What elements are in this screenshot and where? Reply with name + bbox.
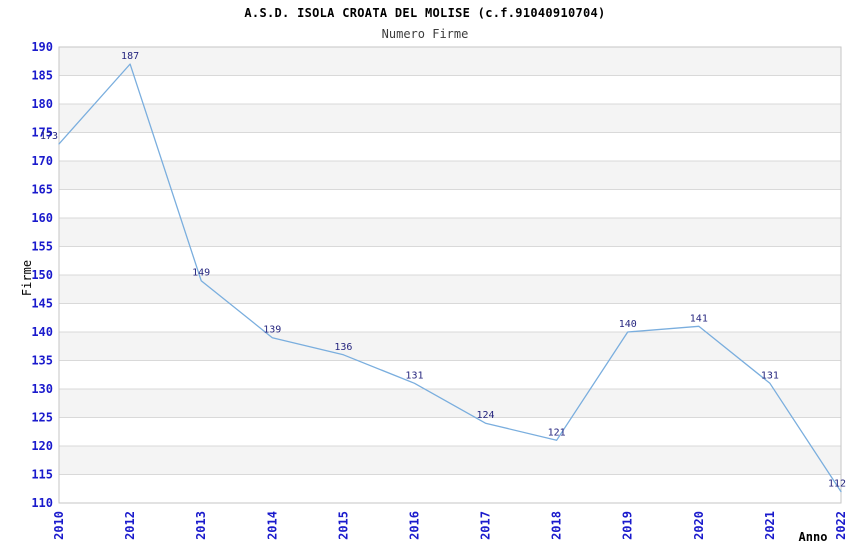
x-tick-label: 2021 (763, 511, 777, 540)
band (59, 332, 841, 361)
series-line (58, 63, 842, 493)
y-tick-labels: 110 115 120 125 130 135 140 145 150 155 160 165 170 1… (31, 40, 53, 510)
y-tick-label: 130 (31, 382, 53, 396)
x-tick-label: 2016 (407, 511, 421, 540)
band (59, 218, 841, 247)
band (59, 275, 841, 304)
x-tick-label: 2022 (834, 511, 848, 540)
y-tick-label: 110 (31, 496, 53, 510)
chart-subtitle: Numero Firme (381, 27, 469, 41)
data-label: 112 (828, 479, 846, 490)
x-tick-label: 2020 (692, 511, 706, 540)
y-tick-label: 170 (31, 154, 53, 168)
x-axis-label: Anno (798, 530, 828, 544)
data-label: 131 (761, 370, 779, 381)
y-tick-label: 120 (31, 439, 53, 453)
band (59, 47, 841, 76)
data-label: 140 (619, 319, 637, 330)
data-labels: 173 187 149 139 136 131 124 121 140 141 131 112 (40, 51, 846, 490)
y-tick-label: 115 (31, 468, 53, 482)
y-tick-label: 140 (31, 325, 53, 339)
y-tick-label: 180 (31, 97, 53, 111)
band (59, 161, 841, 190)
y-tick-label: 175 (31, 126, 53, 140)
x-tick-label: 2018 (550, 511, 564, 540)
data-label: 173 (40, 131, 58, 142)
y-tick-label: 125 (31, 411, 53, 425)
band (59, 446, 841, 475)
data-label: 139 (263, 325, 281, 336)
y-tick-label: 165 (31, 183, 53, 197)
band (59, 104, 841, 133)
x-tick-labels: 2010 2012 2013 2014 2015 2016 2017 2018 2019 2020… (52, 511, 848, 540)
y-tick-label: 185 (31, 69, 53, 83)
data-label: 149 (192, 268, 210, 279)
data-label: 131 (405, 370, 423, 381)
x-tick-label: 2010 (52, 511, 66, 540)
y-tick-label: 190 (31, 40, 53, 54)
y-tick-label: 145 (31, 297, 53, 311)
y-tick-label: 150 (31, 268, 53, 282)
y-tick-label: 155 (31, 240, 53, 254)
data-label: 136 (334, 342, 352, 353)
x-tick-label: 2017 (479, 511, 493, 540)
x-tick-label: 2015 (336, 511, 350, 540)
x-tick-label: 2012 (123, 511, 137, 540)
y-tick-label: 160 (31, 211, 53, 225)
plot-bands (59, 47, 841, 475)
data-label: 141 (690, 313, 708, 324)
data-label: 121 (548, 427, 566, 438)
x-tick-label: 2019 (621, 511, 635, 540)
chart-title: A.S.D. ISOLA CROATA DEL MOLISE (c.f.9104… (244, 6, 606, 20)
y-tick-label: 135 (31, 354, 53, 368)
data-label: 187 (121, 51, 139, 62)
plot-border (58, 46, 842, 504)
x-tick-label: 2014 (265, 511, 279, 540)
x-tick-label: 2013 (194, 511, 208, 540)
data-label: 124 (477, 410, 495, 421)
